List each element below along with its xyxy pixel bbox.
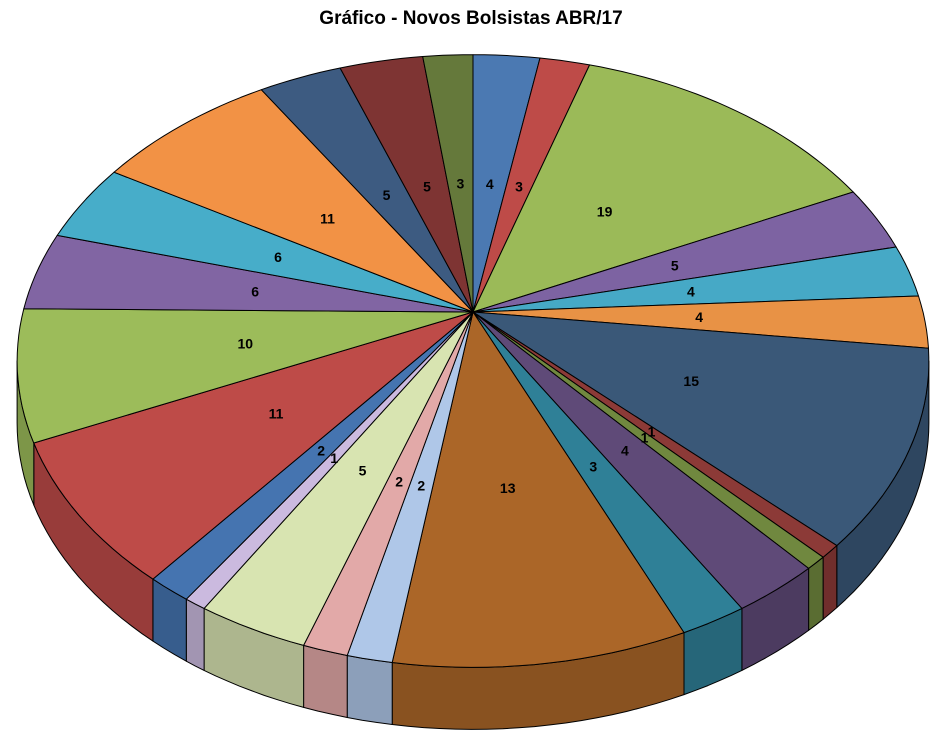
- slice-label: 1: [330, 450, 338, 466]
- slice-label: 11: [320, 211, 335, 227]
- pie-slice: [472, 311, 930, 547]
- slice-label: 4: [687, 284, 695, 300]
- slice-label: 5: [359, 463, 367, 479]
- slice-label: 19: [597, 203, 613, 219]
- pie-slice: [260, 67, 474, 313]
- pie-slice-side: [822, 545, 838, 620]
- pie-slice: [472, 64, 854, 313]
- pie-slice: [472, 57, 591, 313]
- pie-slice: [16, 308, 474, 444]
- slice-label: 10: [238, 336, 254, 352]
- pie-slice-side: [303, 644, 348, 718]
- slice-label: 4: [695, 309, 703, 325]
- slice-label: 5: [383, 187, 391, 203]
- pie-slice: [472, 295, 929, 349]
- pie-slice-side: [808, 556, 824, 631]
- pie-slice: [391, 311, 685, 668]
- slice-label: 2: [317, 443, 325, 459]
- slice-label: 15: [683, 373, 699, 389]
- pie-slice: [472, 311, 743, 634]
- slice-label: 4: [621, 443, 629, 459]
- slice-label: 4: [486, 176, 494, 192]
- slice-label: 1: [641, 429, 649, 445]
- pie-slice: [472, 311, 810, 609]
- pie-slice: [113, 89, 474, 313]
- pie-slice-side: [346, 655, 393, 725]
- chart-title: Gráfico - Novos Bolsistas ABR/17: [319, 8, 623, 29]
- slice-label: 2: [395, 473, 403, 489]
- pie-slice: [472, 191, 897, 313]
- pie-slice: [339, 56, 474, 313]
- slice-label: 5: [671, 257, 679, 273]
- pie-slice: [472, 246, 919, 313]
- pie-slice: [56, 171, 474, 313]
- pie-slice: [203, 311, 474, 646]
- slice-label: 3: [457, 176, 465, 192]
- slice-label: 3: [515, 179, 523, 195]
- pie-slice: [33, 311, 474, 580]
- slice-label: 5: [423, 179, 431, 195]
- slice-label: 1: [648, 424, 656, 440]
- slice-label: 11: [269, 406, 284, 422]
- pie-slice: [23, 234, 474, 313]
- pie-slice-side: [185, 598, 205, 671]
- slice-label: 6: [251, 284, 259, 300]
- slice-label: 6: [274, 249, 282, 265]
- pie-slice: [422, 54, 474, 313]
- slice-label: 3: [589, 459, 597, 475]
- slice-label: 13: [500, 480, 516, 496]
- slice-label: 2: [417, 478, 425, 494]
